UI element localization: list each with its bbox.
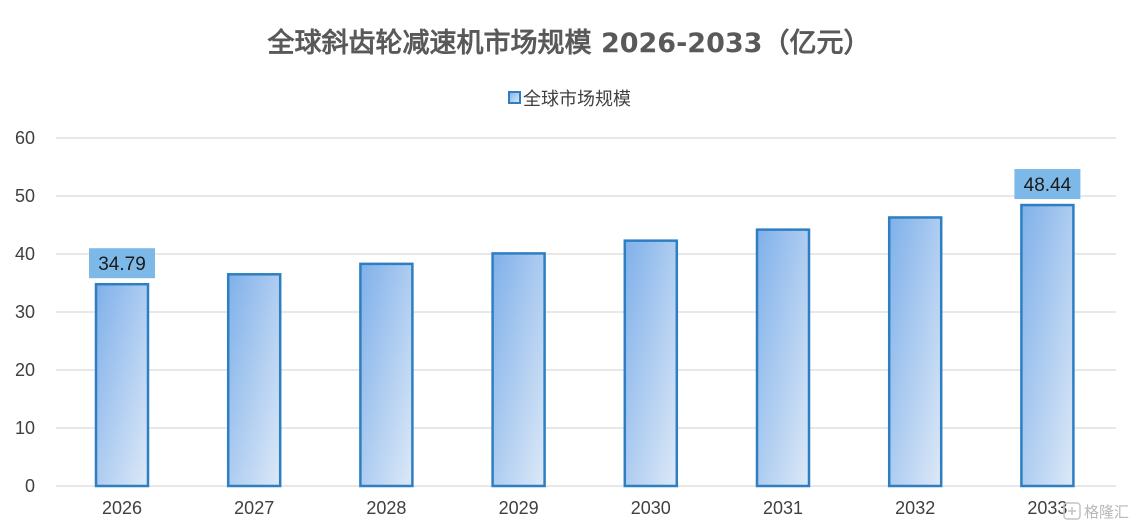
watermark-text: 格隆汇 [1084,503,1129,521]
data-label-text: 48.44 [1024,175,1072,196]
bar [755,228,811,488]
y-axis-ticks: 0 10 20 30 40 50 60 [15,128,35,496]
bar [1020,203,1075,488]
x-tick-label: 2030 [631,498,671,518]
data-label: 48.44 [1014,169,1081,200]
legend-swatch [508,91,521,104]
y-tick-label: 30 [15,302,35,322]
data-label-background [89,248,155,279]
gridlines [56,137,1116,487]
x-tick-label: 2027 [234,498,274,518]
bar [226,273,282,488]
watermark: 格隆汇 [1063,502,1129,521]
data-labels: 34.79 48.44 [89,169,1081,279]
y-tick-label: 20 [15,360,35,380]
y-tick-label: 40 [15,244,35,264]
chart-title: 全球斜齿轮减速机市场规模 2026-2033（亿元） [267,27,871,59]
data-label: 34.79 [89,248,155,279]
bar [491,252,546,488]
x-tick-label: 2028 [366,498,406,518]
glh-logo-icon [1063,502,1081,520]
data-label-text: 34.79 [98,254,146,275]
x-tick-label: 2031 [763,498,803,518]
x-tick-label: 2026 [102,498,142,518]
bar [94,282,150,488]
y-tick-label: 60 [15,128,35,148]
bars [94,203,1075,488]
x-tick-label: 2033 [1027,498,1067,518]
bar [359,262,414,488]
bar [623,239,679,488]
y-tick-label: 10 [15,418,35,438]
x-tick-label: 2029 [499,498,539,518]
x-axis-ticks: 2026 2027 2028 2029 2030 2031 2032 2033 [102,498,1067,518]
legend-label: 全球市场规模 [523,89,631,110]
legend: 全球市场规模 [508,89,631,110]
y-tick-label: 0 [25,476,35,496]
y-tick-label: 50 [15,186,35,206]
data-label-background [1014,169,1081,200]
bar [887,216,943,488]
x-tick-label: 2032 [895,498,935,518]
